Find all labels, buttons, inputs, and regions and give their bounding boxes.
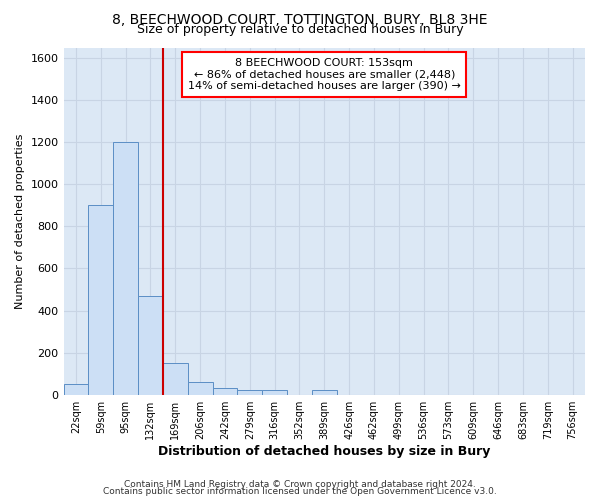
Y-axis label: Number of detached properties: Number of detached properties (15, 134, 25, 309)
Bar (113, 142, 138, 395)
Bar (212, 388, 238, 394)
Bar (64, 384, 88, 394)
Text: Contains public sector information licensed under the Open Government Licence v3: Contains public sector information licen… (103, 487, 497, 496)
Bar (238, 390, 262, 394)
Bar (88, 206, 113, 394)
Text: 8 BEECHWOOD COURT: 153sqm
← 86% of detached houses are smaller (2,448)
14% of se: 8 BEECHWOOD COURT: 153sqm ← 86% of detac… (188, 58, 461, 91)
Text: 8, BEECHWOOD COURT, TOTTINGTON, BURY, BL8 3HE: 8, BEECHWOOD COURT, TOTTINGTON, BURY, BL… (112, 12, 488, 26)
Bar (138, 296, 163, 394)
Text: Contains HM Land Registry data © Crown copyright and database right 2024.: Contains HM Land Registry data © Crown c… (124, 480, 476, 489)
Text: Size of property relative to detached houses in Bury: Size of property relative to detached ho… (137, 22, 463, 36)
Bar (262, 390, 287, 394)
X-axis label: Distribution of detached houses by size in Bury: Distribution of detached houses by size … (158, 444, 490, 458)
Bar (312, 390, 337, 394)
Bar (163, 363, 188, 394)
Bar (188, 382, 212, 394)
